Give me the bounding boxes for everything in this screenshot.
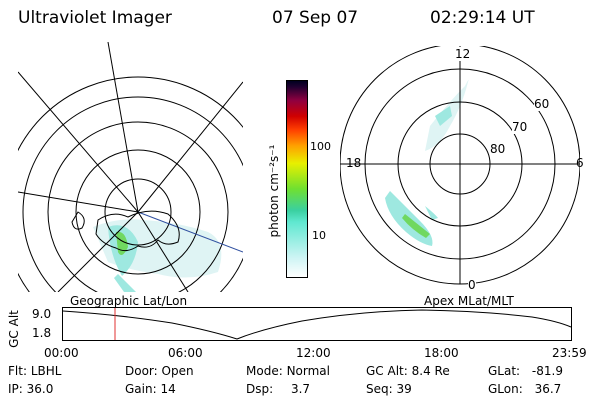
uv-emission-core <box>435 106 452 126</box>
altitude-xtick: 23:59 <box>552 346 587 360</box>
altitude-xtick: 06:00 <box>168 346 203 360</box>
lon-line <box>107 42 139 213</box>
uv-emission-patch <box>425 206 438 220</box>
uv-emission-peak <box>402 214 430 238</box>
altitude-curve <box>62 309 572 340</box>
colorbar <box>286 80 308 278</box>
mlt-label-0: 0 <box>468 278 476 292</box>
colorbar-tick-10: 10 <box>312 229 326 242</box>
lat-label-60: 60 <box>534 97 550 111</box>
info-mode: Mode: Normal <box>246 364 330 378</box>
lon-line <box>137 211 189 292</box>
info-glon: GLon: 36.7 <box>488 382 562 396</box>
altitude-xtick: 18:00 <box>424 346 459 360</box>
coastline <box>95 210 180 252</box>
lat-label-80: 80 <box>490 142 506 156</box>
terminator-line <box>137 211 243 253</box>
colorbar-tick-100: 100 <box>310 140 331 153</box>
lon-line <box>18 71 139 213</box>
mlt-label-12: 12 <box>455 47 471 61</box>
info-ip: IP: 36.0 <box>8 382 54 396</box>
time-label: 02:29:14 UT <box>430 8 535 28</box>
colorbar-unit-label: photon cm⁻²s⁻¹ <box>267 144 281 238</box>
geographic-map <box>18 42 243 292</box>
uv-emission-tail <box>114 274 136 292</box>
altitude-xtick: 12:00 <box>296 346 331 360</box>
lon-line <box>137 81 243 213</box>
info-flt: Flt: LBHL <box>8 364 62 378</box>
lon-line <box>18 191 139 213</box>
info-glat: GLat: -81.9 <box>488 364 563 378</box>
altitude-ytick-min: 1.8 <box>32 326 52 340</box>
altitude-plot-frame <box>62 307 572 341</box>
info-gc-alt: GC Alt: 8.4 Re <box>366 364 450 378</box>
altitude-xtick: 00:00 <box>44 346 79 360</box>
lat-circle <box>22 96 243 292</box>
info-gain: Gain: 14 <box>125 382 176 396</box>
altitude-ytick-max: 9.0 <box>32 307 52 321</box>
lat-label-70: 70 <box>512 120 528 134</box>
right-panel-caption: Apex MLat/MLT <box>424 294 514 308</box>
lat-circle <box>104 178 172 246</box>
info-dsp: Dsp: 3.7 <box>246 382 311 396</box>
lat-circle <box>18 76 243 292</box>
mlt-label-6: 6 <box>576 156 584 170</box>
lat-circle <box>75 149 201 275</box>
left-panel-caption: Geographic Lat/Lon <box>70 294 188 308</box>
polar-mlt-plot <box>340 46 580 285</box>
info-door: Door: Open <box>125 364 194 378</box>
lon-line <box>57 211 139 292</box>
date-label: 07 Sep 07 <box>272 8 359 28</box>
altitude-plot <box>62 307 572 341</box>
lat-circle <box>47 121 229 292</box>
coastline <box>71 211 85 230</box>
mlt-label-18: 18 <box>346 156 362 170</box>
altitude-ylabel: GC Alt <box>7 310 21 348</box>
app-title: Ultraviolet Imager <box>18 8 172 28</box>
info-seq: Seq: 39 <box>366 382 412 396</box>
